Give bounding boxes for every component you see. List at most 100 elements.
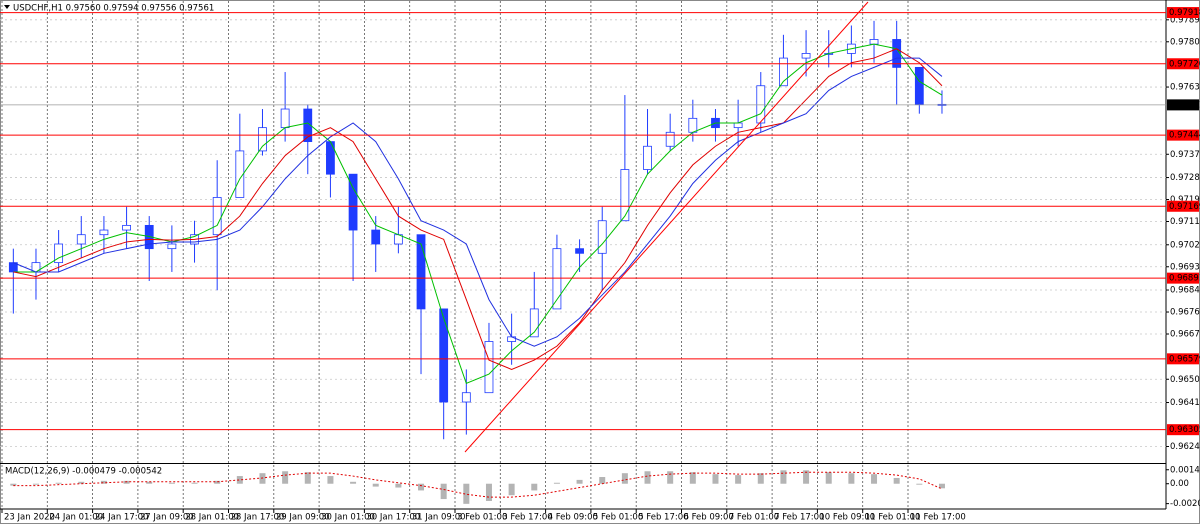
candle-body [643,145,652,170]
candle-body [99,229,109,236]
x-tick-label: 7 Feb 17:00 [774,513,824,523]
macd-bar [372,483,379,487]
y-tick-label: 0.9763 [1170,83,1200,93]
macd-bar [485,483,492,501]
candle-body [733,122,743,129]
candle-body [779,57,788,87]
candle-body [167,243,177,250]
macd-bar [712,474,719,484]
x-tick-label: 10 Feb 09:00 [819,513,875,523]
candle-body [597,220,607,254]
candle-body [665,131,675,147]
moving-average [13,57,943,347]
x-tick-label: 11 Feb 17:00 [910,513,966,523]
candle-body [212,197,222,236]
x-tick-label: 28 Jan 01:00 [185,513,239,523]
macd-bar [644,471,651,484]
candle-body [371,229,381,245]
trend-line [464,1,869,453]
candle-body [688,117,698,133]
level-label: 0.97444 [1169,131,1200,141]
candle-body [235,150,245,198]
x-tick-label: 4 Feb 09:00 [548,513,598,523]
candle-body [801,53,811,59]
y-tick-label: 0.96675 [1170,329,1200,339]
candle-body [869,39,879,45]
y-tick-label: 0.96935 [1170,262,1200,272]
macd-bar [689,472,696,484]
x-tick-label: 3 Feb 01:00 [457,513,507,523]
macd-bar [327,476,334,484]
macd-bar [667,471,674,484]
candle-body [756,85,766,124]
macd-bar [553,482,560,484]
macd-bar [825,472,832,484]
macd-bar [735,475,742,484]
macd-bar [463,483,470,504]
y-tick-label: 0.00 [1170,479,1189,489]
macd-bar [893,477,900,484]
candle-body [552,248,562,310]
macd-bar [916,483,923,485]
x-tick-label: 5 Feb 01:00 [593,513,643,523]
level-label: 0.97169 [1169,202,1200,212]
candle-body [439,308,449,403]
macd-bar [282,471,289,484]
level-label-box [1167,272,1199,284]
y-tick-label: 0.97195 [1170,195,1200,205]
x-tick-label: 3 Feb 17:00 [502,513,552,523]
candle-body [620,169,630,222]
candle-body [303,108,313,143]
macd-bar [168,482,175,484]
macd-title: MACD(12,26,9) -0.000479 -0.000542 [5,467,162,477]
level-label-box [1167,424,1199,436]
x-tick-label: 31 Jan 09:00 [412,513,466,523]
level-label: 0.96579 [1169,354,1200,364]
macd-bar [10,483,17,486]
macd-bar [32,483,39,485]
level-label: 0.96891 [1169,274,1200,284]
candle-body [122,224,131,231]
candle-body [892,39,902,68]
x-tick-label: 24 Jan 01:00 [49,513,103,523]
macd-bar [55,482,62,484]
level-label: 0.96305 [1169,425,1200,435]
x-tick-label: 5 Feb 17:00 [638,513,688,523]
macd-bar [531,483,538,491]
candle-body [575,248,584,254]
moving-average [13,43,943,385]
x-tick-label: 27 Jan 09:00 [140,513,194,523]
x-tick-label: 11 Feb 01:00 [865,513,921,523]
macd-bar [757,473,764,484]
chart-title: USDCHF,H1 0.97560 0.97594 0.97556 0.9756… [13,4,214,14]
macd-bar [350,481,357,484]
y-tick-label: 0.9737 [1170,150,1200,160]
y-tick-label: 0.001458 [1170,465,1200,475]
x-tick-label: 24 Jan 17:00 [95,513,149,523]
candle-body [76,234,86,245]
symbol-menu-icon[interactable] [4,5,10,9]
macd-bar [803,470,810,484]
macd-bar [848,473,855,484]
candle-body [348,173,358,231]
macd-bar [938,483,945,489]
level-label-box [1167,7,1199,19]
x-tick-label: 29 Jan 09:00 [276,513,330,523]
macd-bar [576,479,583,484]
macd-bar [599,477,606,484]
macd-bar [780,470,787,484]
macd-bar [440,483,447,500]
level-label-box [1167,353,1199,365]
x-tick-label: 23 Jan 2020 [4,513,55,523]
macd-bar [621,473,628,484]
macd-bar [871,474,878,484]
macd-bar [508,483,515,496]
macd-bar [418,483,425,491]
macd-bar [304,472,311,484]
